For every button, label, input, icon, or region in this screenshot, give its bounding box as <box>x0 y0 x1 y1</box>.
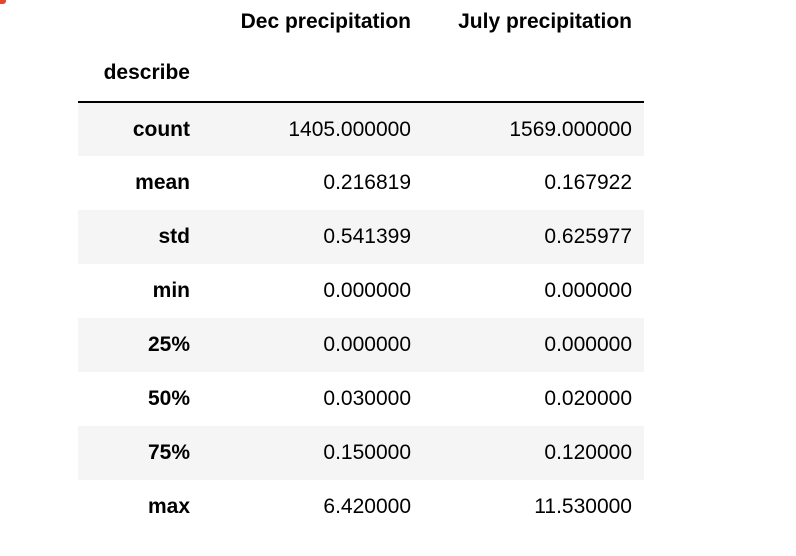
cell-prompt-marker <box>0 0 6 4</box>
cell-dec: 0.000000 <box>323 279 411 302</box>
table-row-mean: mean 0.216819 0.167922 <box>78 156 644 210</box>
cell-july: 0.625977 <box>544 225 632 248</box>
row-label: count <box>132 117 190 141</box>
cell-dec: 0.216819 <box>323 171 411 194</box>
table-row-max: max 6.420000 11.530000 <box>78 480 644 534</box>
column-header-row: Dec precipitation July precipitation <box>78 0 644 44</box>
column-header-dec: Dec precipitation <box>240 10 411 33</box>
cell-dec: 0.030000 <box>323 387 411 410</box>
cell-july: 0.120000 <box>544 441 632 464</box>
cell-dec: 0.000000 <box>323 333 411 356</box>
row-label: max <box>147 495 190 518</box>
row-label: 50% <box>147 387 190 410</box>
row-label: 75% <box>147 441 190 464</box>
describe-dataframe: Dec precipitation July precipitation des… <box>78 0 644 534</box>
cell-dec: 1405.000000 <box>288 117 411 141</box>
cell-dec: 0.541399 <box>323 225 411 248</box>
row-label: std <box>158 225 191 248</box>
empty-header-cell <box>423 44 644 103</box>
table-row-min: min 0.000000 0.000000 <box>78 264 644 318</box>
cell-july: 0.167922 <box>544 171 632 194</box>
index-name-row: describe <box>78 44 644 103</box>
column-header-july: July precipitation <box>458 10 632 33</box>
table-row-75pct: 75% 0.150000 0.120000 <box>78 426 644 480</box>
empty-header-cell <box>202 44 423 103</box>
table-row-std: std 0.541399 0.625977 <box>78 210 644 264</box>
cell-july: 11.530000 <box>534 495 632 518</box>
table-row-25pct: 25% 0.000000 0.000000 <box>78 318 644 372</box>
index-name-header: describe <box>78 44 202 103</box>
table-row-count: count 1405.000000 1569.000000 <box>78 102 644 156</box>
row-label: 25% <box>147 333 190 356</box>
cell-dec: 6.420000 <box>323 495 411 518</box>
cell-july: 0.000000 <box>544 333 632 356</box>
cell-july: 0.000000 <box>544 279 632 302</box>
row-label: min <box>152 279 190 302</box>
cell-july: 1569.000000 <box>509 117 632 141</box>
corner-header-cell <box>78 0 202 44</box>
row-label: mean <box>135 171 190 194</box>
cell-july: 0.020000 <box>544 387 632 410</box>
cell-dec: 0.150000 <box>323 441 411 464</box>
table-row-50pct: 50% 0.030000 0.020000 <box>78 372 644 426</box>
